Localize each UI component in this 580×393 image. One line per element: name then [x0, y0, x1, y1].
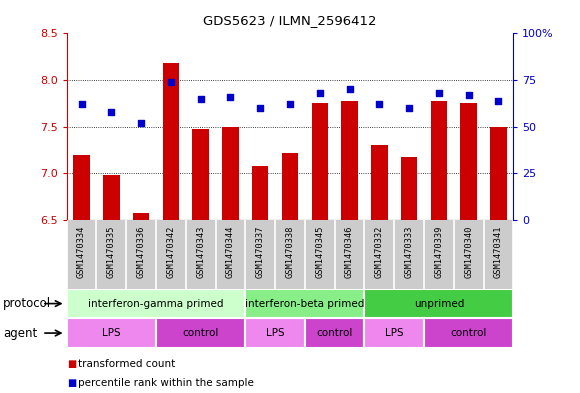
Text: GSM1470332: GSM1470332	[375, 226, 384, 278]
Text: interferon-beta primed: interferon-beta primed	[245, 299, 365, 309]
Bar	[252, 166, 269, 220]
Point	[345, 86, 354, 92]
Point	[136, 120, 146, 126]
Text: percentile rank within the sample: percentile rank within the sample	[78, 378, 254, 388]
Text: GSM1470345: GSM1470345	[316, 226, 324, 278]
Text: GSM1470340: GSM1470340	[464, 226, 473, 278]
Bar	[103, 175, 119, 220]
Bar	[245, 318, 305, 348]
Point	[375, 101, 384, 107]
Text: GSM1470336: GSM1470336	[137, 226, 146, 278]
Bar	[305, 318, 364, 348]
Bar	[461, 103, 477, 220]
Bar	[371, 145, 387, 220]
Text: control: control	[183, 328, 219, 338]
Bar	[431, 101, 447, 220]
Point	[107, 108, 116, 115]
Text: GSM1470337: GSM1470337	[256, 226, 264, 278]
Bar	[156, 318, 245, 348]
Bar	[424, 318, 513, 348]
Text: transformed count: transformed count	[78, 358, 176, 369]
Bar	[364, 318, 424, 348]
Point	[494, 97, 503, 104]
Bar	[67, 289, 245, 318]
Point	[285, 101, 295, 107]
Bar	[133, 213, 149, 220]
Bar	[67, 318, 156, 348]
Text: unprimed: unprimed	[414, 299, 464, 309]
Text: agent: agent	[3, 327, 37, 340]
Point	[315, 90, 324, 96]
Bar	[342, 101, 358, 220]
Text: LPS: LPS	[266, 328, 284, 338]
Text: GSM1470339: GSM1470339	[434, 226, 443, 278]
Bar	[74, 155, 90, 220]
Bar	[282, 153, 298, 220]
Point	[196, 95, 205, 102]
Text: LPS: LPS	[102, 328, 121, 338]
Text: GSM1470335: GSM1470335	[107, 226, 116, 278]
Point	[464, 92, 473, 98]
Bar	[401, 157, 417, 220]
Point	[226, 94, 235, 100]
Text: protocol: protocol	[3, 297, 51, 310]
Bar	[364, 289, 513, 318]
Point	[77, 101, 86, 107]
Text: GSM1470334: GSM1470334	[77, 226, 86, 278]
Bar	[311, 103, 328, 220]
Bar	[490, 127, 506, 220]
Text: GSM1470342: GSM1470342	[166, 226, 175, 278]
Bar	[245, 289, 364, 318]
Point	[166, 79, 176, 85]
Text: GSM1470338: GSM1470338	[285, 226, 295, 278]
Text: GSM1470343: GSM1470343	[196, 226, 205, 278]
Point	[404, 105, 414, 111]
Text: LPS: LPS	[385, 328, 404, 338]
Text: ■: ■	[67, 378, 76, 388]
Text: ■: ■	[67, 358, 76, 369]
Text: control: control	[317, 328, 353, 338]
Bar	[222, 127, 238, 220]
Text: control: control	[451, 328, 487, 338]
Text: GSM1470333: GSM1470333	[405, 226, 414, 278]
Text: GSM1470341: GSM1470341	[494, 226, 503, 278]
Text: interferon-gamma primed: interferon-gamma primed	[88, 299, 224, 309]
Text: GDS5623 / ILMN_2596412: GDS5623 / ILMN_2596412	[203, 14, 377, 27]
Bar	[193, 129, 209, 220]
Text: GSM1470346: GSM1470346	[345, 226, 354, 278]
Point	[256, 105, 265, 111]
Bar	[163, 63, 179, 220]
Text: GSM1470344: GSM1470344	[226, 226, 235, 278]
Point	[434, 90, 444, 96]
